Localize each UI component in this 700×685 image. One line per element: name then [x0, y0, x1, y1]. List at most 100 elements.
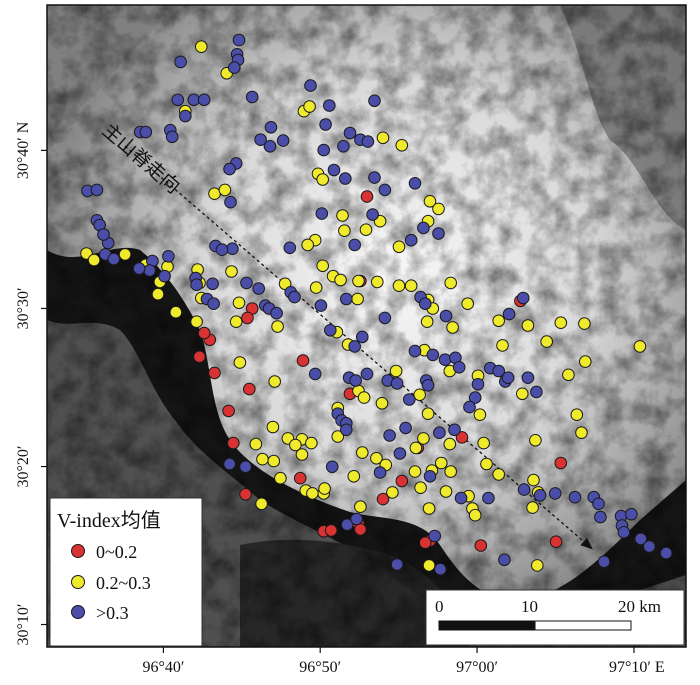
point-mid: [422, 559, 436, 572]
legend-label-low: 0~0.2: [96, 542, 137, 562]
point-mid: [540, 335, 554, 348]
point-mid: [477, 436, 491, 450]
scale-label-20: 20 km: [618, 597, 661, 616]
point-mid: [357, 391, 371, 404]
point-mid: [421, 407, 435, 421]
point-mid: [255, 497, 268, 511]
x-tick-label: 97°00′: [456, 659, 498, 676]
point-low: [395, 474, 409, 488]
point-high: [252, 282, 266, 295]
point-mid: [408, 465, 422, 478]
point-high: [245, 90, 259, 104]
point-mid: [331, 430, 345, 443]
point-mid: [570, 408, 584, 422]
point-mid: [371, 275, 384, 289]
point-mid: [256, 452, 269, 466]
point-high: [132, 262, 146, 275]
point-mid: [218, 183, 232, 197]
point-high: [90, 183, 104, 197]
point-high: [533, 489, 547, 502]
point-mid: [306, 487, 319, 500]
point-low: [243, 382, 256, 396]
point-mid: [579, 355, 592, 368]
point-high: [232, 33, 246, 47]
point-high: [107, 252, 121, 266]
point-high: [404, 233, 418, 247]
legend-swatch-low: [71, 544, 85, 558]
point-mid: [347, 470, 361, 483]
point-mid: [233, 356, 247, 369]
point-high: [226, 242, 239, 255]
point-mid: [633, 340, 647, 353]
axes: 96°40′ 96°50′ 97°00′ 97°10′ E 30°10′ 30°20′ 30…: [15, 121, 665, 676]
point-high: [340, 423, 353, 437]
point-high: [408, 344, 422, 358]
point-high: [471, 378, 485, 391]
point-high: [276, 134, 290, 147]
point-mid: [562, 368, 575, 382]
legend: V-index均值 0~0.2 0.2~0.3 >0.3: [49, 497, 203, 647]
point-mid: [422, 502, 436, 515]
point-mid: [370, 452, 383, 465]
point-high: [337, 140, 350, 153]
point-high: [521, 371, 535, 385]
point-mid: [151, 287, 165, 301]
point-mid: [229, 315, 243, 329]
point-high: [325, 460, 339, 474]
point-high: [368, 171, 381, 184]
y-tick-label: 30°30′: [15, 288, 32, 330]
point-high: [348, 238, 362, 252]
point-high: [634, 532, 648, 546]
point-high: [223, 457, 236, 471]
point-mid: [271, 320, 284, 333]
point-high: [373, 466, 387, 479]
point-high: [207, 297, 220, 311]
point-mid: [444, 276, 458, 290]
point-high: [356, 330, 369, 344]
point-mid: [527, 473, 540, 487]
point-high: [421, 379, 435, 392]
point-mid: [414, 481, 427, 495]
legend-label-mid: 0.2~0.3: [96, 573, 151, 593]
point-low: [354, 523, 367, 536]
scale-segment-black: [438, 620, 536, 631]
point-mid: [309, 281, 323, 294]
point-high: [97, 228, 110, 241]
point-mid: [480, 457, 493, 471]
point-high: [419, 297, 432, 311]
point-high: [643, 540, 656, 553]
point-high: [360, 367, 374, 381]
point-mid: [386, 486, 399, 499]
point-mid: [266, 420, 280, 434]
point-high: [179, 109, 192, 123]
point-high: [625, 507, 638, 521]
point-mid: [404, 279, 418, 293]
point-high: [349, 374, 363, 387]
point-mid: [531, 559, 544, 572]
point-high: [324, 324, 337, 337]
point-high: [174, 55, 187, 69]
point-high: [433, 426, 446, 440]
point-high: [403, 393, 416, 406]
point-high: [228, 61, 241, 74]
point-mid: [336, 209, 349, 222]
point-high: [171, 93, 185, 107]
point-high: [492, 364, 506, 378]
scale-label-10: 10: [521, 597, 538, 616]
scale-bar-box: [425, 589, 685, 646]
point-high: [378, 311, 392, 325]
point-high: [254, 133, 267, 146]
point-high: [206, 277, 219, 291]
point-mid: [289, 438, 302, 452]
point-mid: [529, 434, 542, 447]
point-high: [239, 460, 252, 474]
point-high: [215, 243, 229, 256]
point-high: [390, 377, 404, 390]
point-high: [340, 518, 354, 532]
point-high: [366, 208, 379, 221]
point-high: [283, 241, 297, 255]
point-high: [139, 125, 153, 139]
point-mid: [376, 131, 390, 145]
point-high: [452, 361, 466, 374]
point-high: [348, 340, 362, 353]
